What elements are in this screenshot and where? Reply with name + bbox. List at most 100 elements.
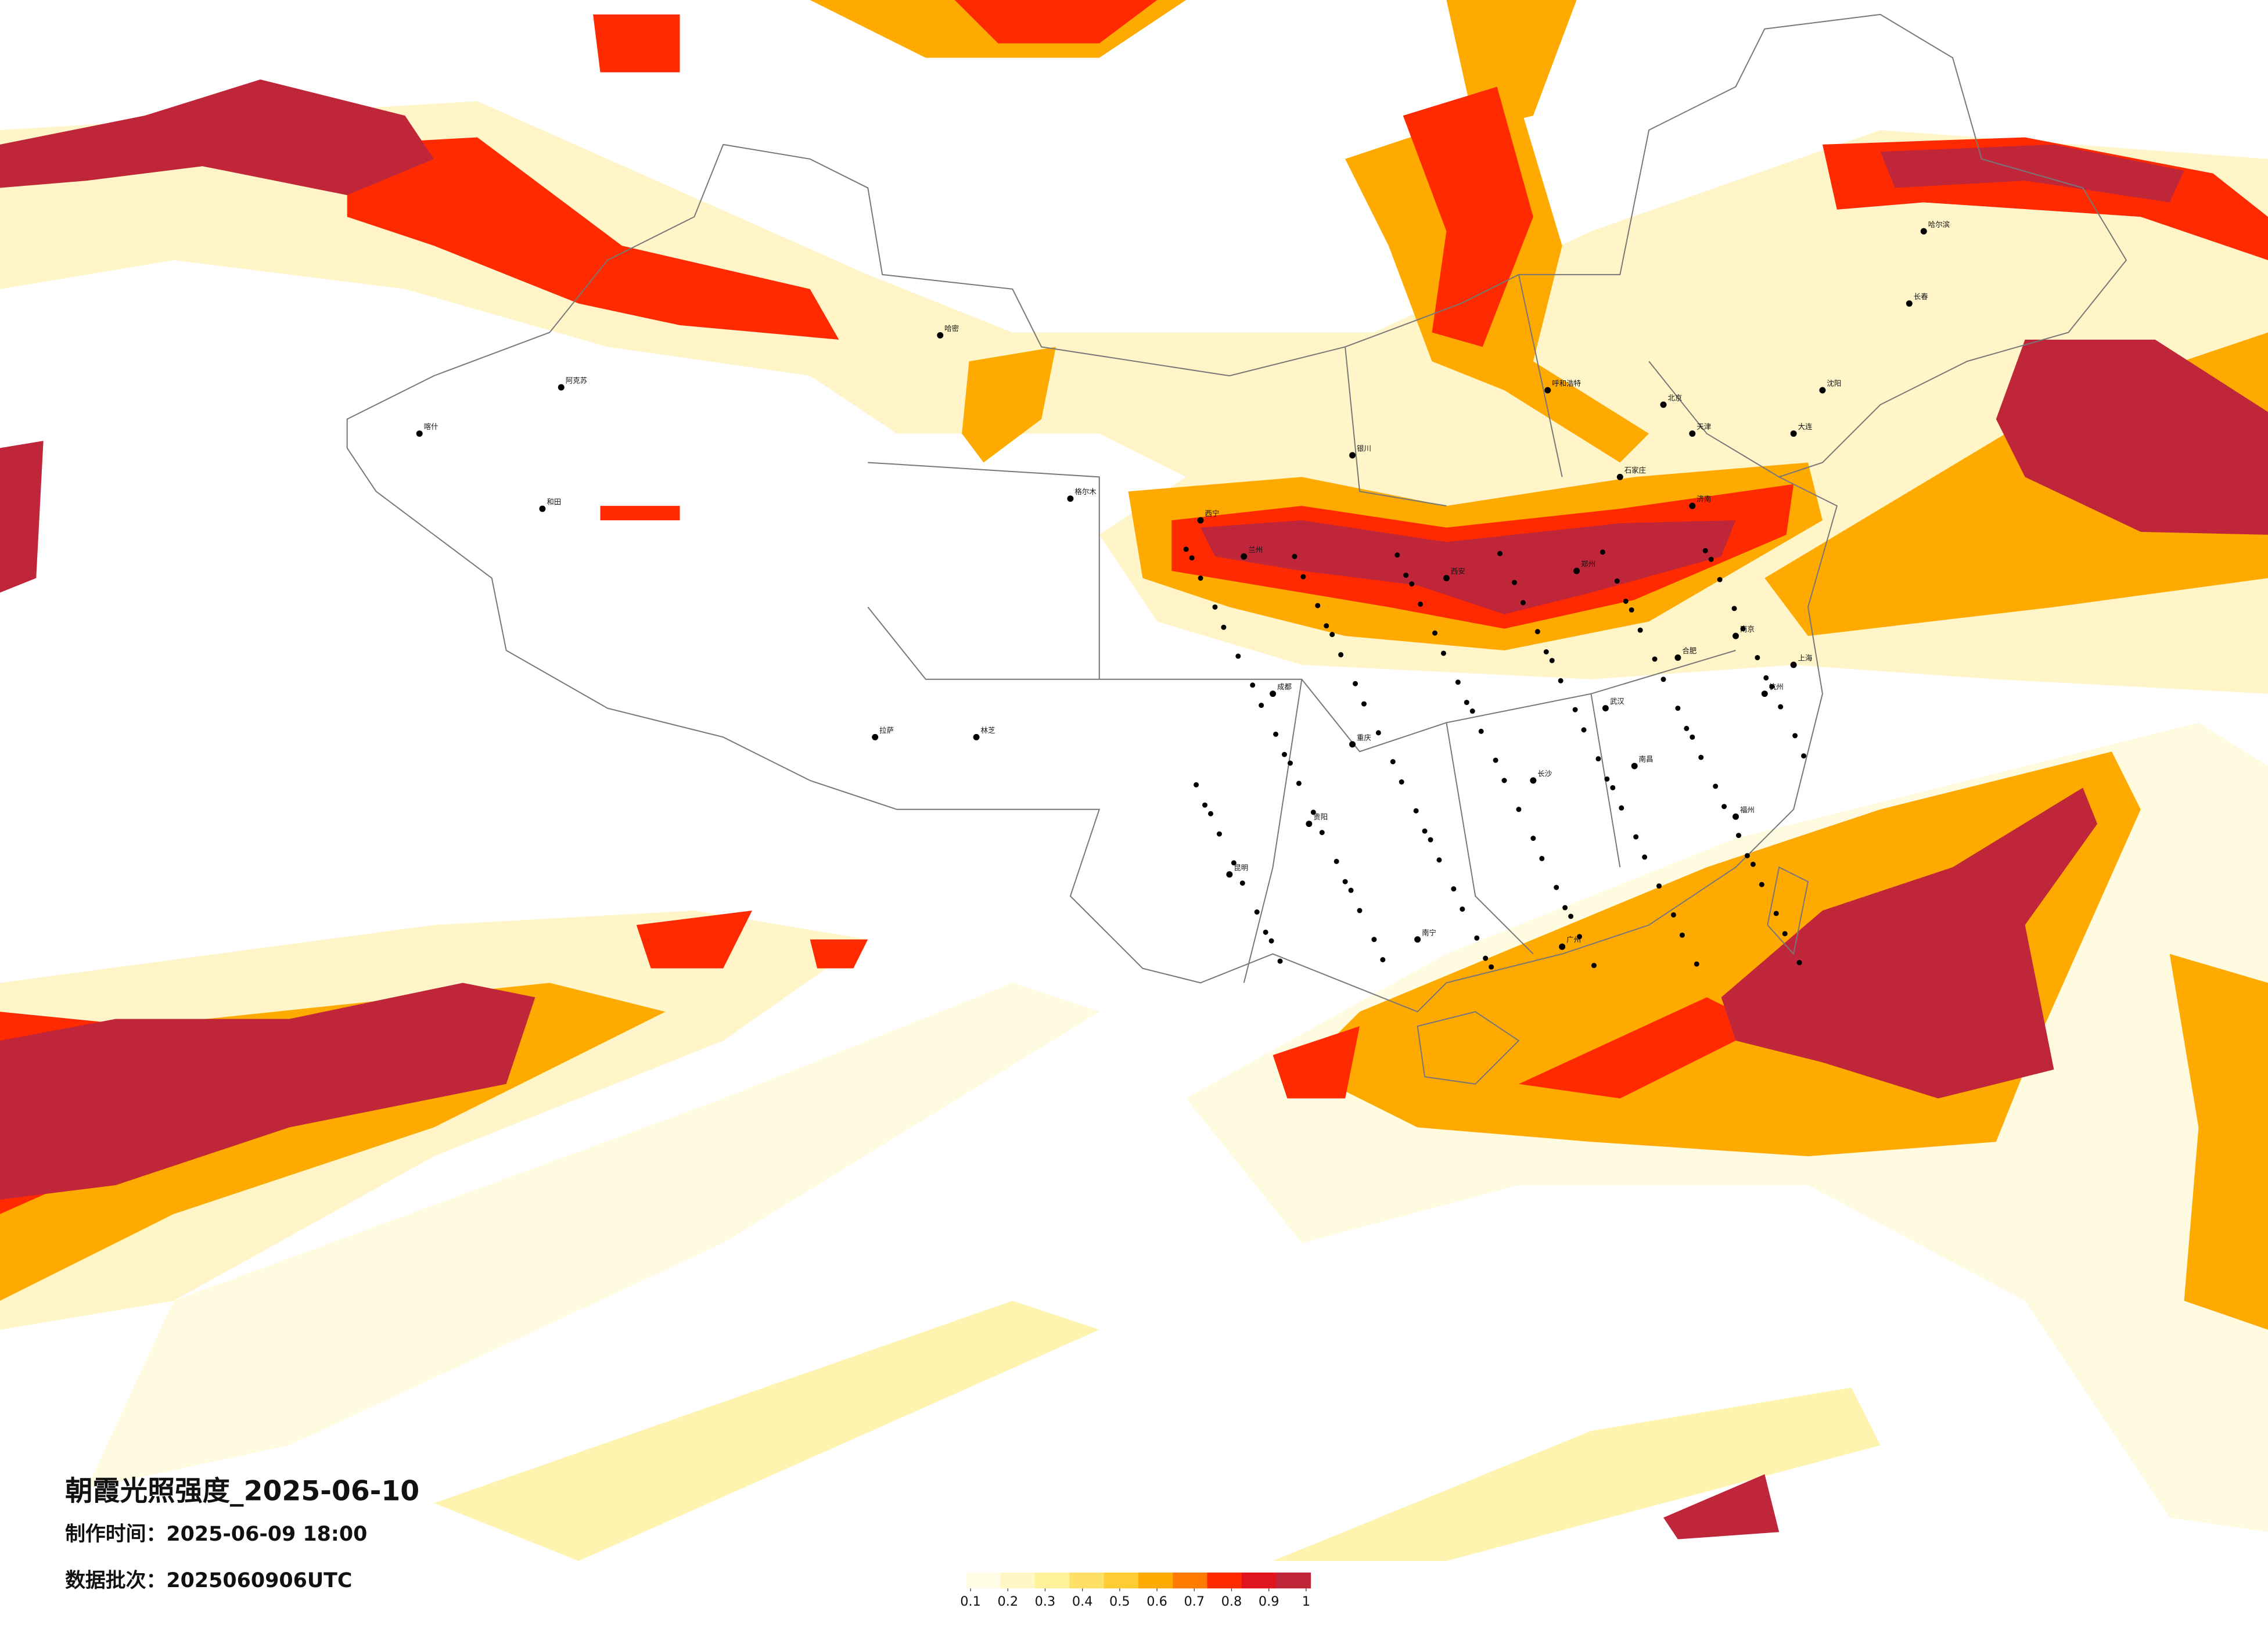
city-dot	[1698, 754, 1704, 760]
city-label: 和田	[547, 498, 561, 506]
city-dot	[1455, 679, 1461, 685]
city-dot	[1296, 780, 1302, 786]
city-dot	[1792, 733, 1798, 739]
city-dot	[1534, 629, 1540, 635]
city-label: 成都	[1277, 682, 1292, 691]
city-dot	[1231, 860, 1237, 866]
city-dot	[1250, 682, 1256, 688]
city-dot	[1801, 753, 1807, 759]
city-dot	[1559, 943, 1566, 950]
city-label: 阿克苏	[566, 376, 587, 385]
city-label: 福州	[1740, 805, 1755, 814]
field-max	[0, 79, 434, 195]
city-dot	[1642, 854, 1648, 860]
field-max	[1721, 787, 2098, 1099]
city-dot	[1422, 828, 1428, 834]
legend-swatch	[1241, 1572, 1277, 1589]
city-dot	[1602, 705, 1609, 712]
city-label: 喀什	[424, 422, 438, 431]
city-label: 天津	[1696, 422, 1711, 431]
city-dot	[1501, 778, 1507, 783]
city-label: 合肥	[1682, 646, 1696, 655]
city-dot	[1474, 935, 1480, 941]
city-dot	[1263, 929, 1268, 935]
legend-tick-label: 0.7	[1184, 1594, 1205, 1609]
legend-swatch	[1173, 1572, 1208, 1589]
legend-swatch	[1207, 1572, 1242, 1589]
city-label: 沈阳	[1827, 379, 1841, 388]
city-dot	[1342, 879, 1348, 884]
city-dot	[1399, 779, 1404, 785]
city-dot	[1270, 690, 1277, 697]
city-dot	[1221, 624, 1227, 630]
city-dot	[1539, 855, 1545, 861]
city-dot	[1790, 661, 1797, 668]
city-dot	[1773, 911, 1779, 916]
city-dot	[1637, 627, 1643, 633]
city-dot	[1604, 776, 1610, 782]
city-dot	[1633, 834, 1639, 840]
city-dot	[1324, 623, 1329, 629]
city-dot	[416, 430, 423, 437]
city-dot	[1675, 706, 1681, 711]
city-dot	[1259, 703, 1264, 708]
city-dot	[1428, 837, 1433, 843]
city-dot	[1202, 802, 1208, 808]
city-dot	[1226, 871, 1233, 878]
city-dot	[1292, 553, 1297, 559]
city-label: 武汉	[1610, 697, 1624, 706]
border	[346, 13, 2127, 1013]
city-dot	[1183, 546, 1189, 552]
city-dot	[1530, 836, 1536, 841]
city-dot	[1371, 937, 1377, 942]
field-high	[593, 0, 1158, 520]
city-dot	[1543, 649, 1549, 654]
city-dot	[1763, 675, 1769, 681]
city-dot	[1464, 700, 1469, 706]
city-dot	[1530, 777, 1537, 784]
city-dot	[1690, 734, 1695, 740]
city-dot	[1591, 963, 1597, 969]
legend-tick-label: 0.5	[1109, 1594, 1130, 1609]
city-dot	[1744, 852, 1750, 858]
city-dot	[1273, 731, 1279, 737]
city-dot	[1413, 808, 1419, 814]
city-dot	[1194, 782, 1199, 787]
legend-tick-label: 0.3	[1035, 1594, 1056, 1609]
made-time: 制作时间：2025-06-09 18:00	[65, 1523, 367, 1546]
legend-tick-label: 0.8	[1221, 1594, 1242, 1609]
city-label: 郑州	[1581, 560, 1595, 569]
city-label: 南宁	[1422, 928, 1436, 937]
city-label: 林芝	[981, 726, 995, 735]
city-dot	[1516, 807, 1522, 812]
city-dot	[1497, 551, 1503, 556]
city-dot	[1782, 931, 1788, 937]
city-dot	[1679, 932, 1685, 938]
city-dot	[1212, 604, 1218, 610]
city-dot	[1409, 581, 1415, 587]
city-dot	[1067, 495, 1074, 502]
city-dot	[1241, 553, 1248, 560]
field-max	[1996, 339, 2268, 535]
batch: 数据批次：2025060906UTC	[65, 1569, 352, 1592]
legend-tick-label: 0.6	[1146, 1594, 1167, 1609]
city-dot	[1239, 880, 1245, 886]
city-dot	[1403, 573, 1409, 578]
city-dot	[1489, 964, 1494, 970]
city-dot	[1306, 821, 1313, 828]
city-dot	[1674, 654, 1681, 661]
city-dot	[1549, 657, 1555, 663]
city-dot	[1577, 934, 1583, 940]
legend-swatch	[1000, 1572, 1036, 1589]
city-dot	[1721, 804, 1727, 810]
city-dot	[1684, 725, 1690, 731]
city-dot	[1418, 601, 1424, 607]
legend-tick-label: 0.9	[1259, 1594, 1279, 1609]
city-dot	[1357, 908, 1363, 913]
city-dot	[1702, 548, 1708, 553]
city-dot	[1689, 430, 1696, 437]
city-label: 石家庄	[1624, 466, 1646, 474]
city-dot	[1572, 707, 1578, 713]
city-label: 长春	[1914, 292, 1928, 301]
